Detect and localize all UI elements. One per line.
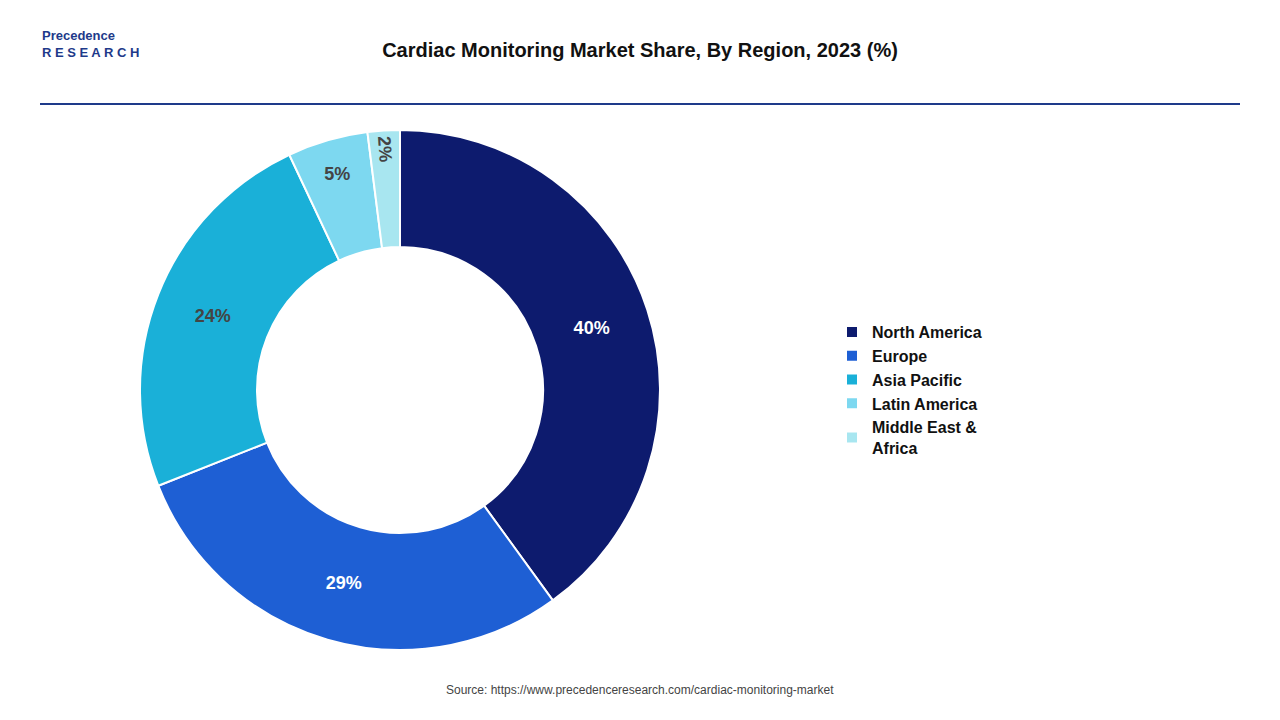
svg-text:40%: 40% <box>574 318 610 338</box>
svg-text:Cardiac Monitoring Market Shar: Cardiac Monitoring Market Share, By Regi… <box>382 39 898 61</box>
svg-text:Middle East &Africa: Middle East &Africa <box>872 419 977 457</box>
svg-text:24%: 24% <box>195 306 231 326</box>
svg-text:PrecedenceR E S E A R C H: PrecedenceR E S E A R C H <box>42 28 139 60</box>
svg-text:North America: North America <box>872 324 982 341</box>
svg-text:Latin America: Latin America <box>872 396 977 413</box>
svg-text:Europe: Europe <box>872 348 927 365</box>
svg-text:5%: 5% <box>324 164 350 184</box>
svg-text:Source: https://www.precedence: Source: https://www.precedenceresearch.c… <box>446 683 834 697</box>
svg-text:29%: 29% <box>326 573 362 593</box>
svg-text:Asia Pacific: Asia Pacific <box>872 372 962 389</box>
svg-text:2%: 2% <box>374 136 396 163</box>
